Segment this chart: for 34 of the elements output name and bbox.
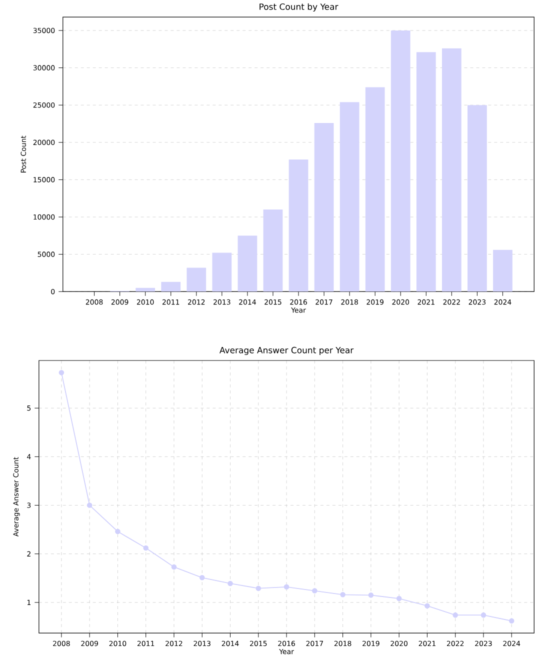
bar: [365, 87, 385, 292]
bar: [340, 102, 360, 292]
point: [86, 502, 92, 508]
point: [171, 564, 177, 570]
point: [228, 580, 233, 586]
bar: [186, 268, 206, 292]
bar: [467, 105, 487, 292]
bar: [288, 160, 308, 292]
bar: [161, 282, 181, 292]
bar: [492, 250, 512, 292]
point: [452, 612, 458, 618]
bar: [416, 52, 436, 292]
point: [424, 603, 430, 608]
bar: [390, 30, 410, 292]
point: [58, 370, 64, 376]
point: [508, 618, 514, 624]
point: [480, 612, 486, 618]
bar: [136, 288, 155, 292]
bar: [442, 48, 462, 292]
point: [368, 592, 374, 598]
bar: [314, 122, 334, 292]
chart-title: Average Answer Count per Year: [219, 346, 354, 355]
point: [256, 586, 261, 591]
chart-title: Post Count by Year: [260, 3, 338, 12]
bar: [238, 236, 258, 292]
point: [396, 596, 402, 602]
point: [199, 575, 205, 580]
point: [312, 588, 318, 594]
bar: [263, 210, 283, 292]
point: [340, 592, 346, 598]
point: [115, 528, 120, 534]
point: [284, 584, 290, 590]
bar: [212, 252, 232, 292]
point: [143, 545, 148, 551]
